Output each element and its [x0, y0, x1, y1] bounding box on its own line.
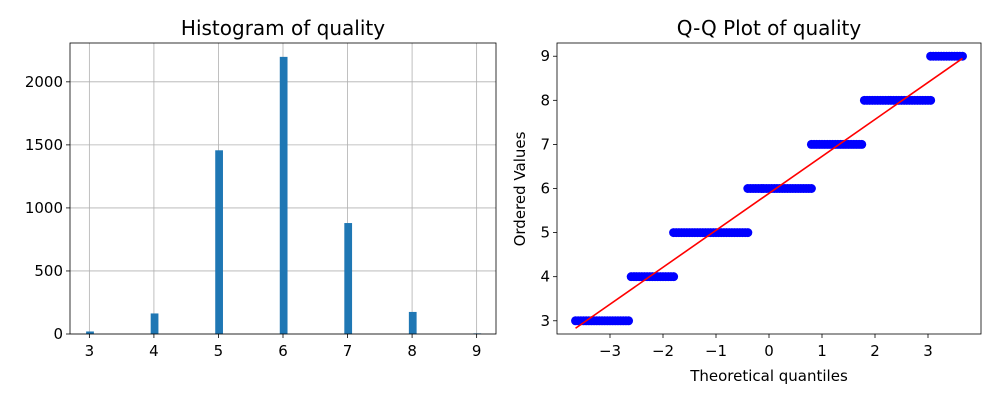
- y-tick-label: 9: [540, 47, 550, 65]
- y-tick-label: 0: [53, 325, 63, 343]
- qq-x-ticks: −3 −2 −1 0 1 2 3: [599, 334, 933, 360]
- qq-point-7: [857, 139, 867, 149]
- qq-chart: Q-Q Plot of quality −3 −2 −1 0 1 2 3 3 4 5 6 7 8 9 T…: [511, 16, 982, 385]
- y-tick-label: 2000: [25, 73, 63, 91]
- qq-x-axis-label: Theoretical quantiles: [689, 367, 848, 385]
- x-tick-label: −2: [652, 342, 674, 360]
- qq-fit-line: [575, 57, 963, 329]
- y-tick-label: 8: [540, 91, 550, 109]
- y-tick-label: 1000: [25, 199, 63, 217]
- x-tick-label: 0: [764, 342, 774, 360]
- x-tick-label: −3: [599, 342, 621, 360]
- x-tick-label: 6: [278, 342, 288, 360]
- histogram-bars: [86, 56, 482, 335]
- histogram-bar-4: [150, 313, 159, 334]
- x-tick-label: −1: [705, 342, 727, 360]
- histogram-y-ticks: 0 500 1000 1500 2000: [25, 73, 70, 343]
- x-tick-label: 3: [85, 342, 95, 360]
- histogram-title: Histogram of quality: [181, 16, 385, 40]
- y-tick-label: 3: [540, 312, 550, 330]
- qq-point-4: [669, 272, 679, 282]
- y-tick-label: 7: [540, 135, 550, 153]
- y-tick-label: 5: [540, 224, 550, 242]
- qq-y-axis-label: Ordered Values: [511, 131, 529, 246]
- histogram-bar-5: [215, 150, 223, 334]
- y-tick-label: 500: [34, 262, 63, 280]
- y-tick-label: 1500: [25, 136, 63, 154]
- x-tick-label: 3: [923, 342, 933, 360]
- qq-point-9: [957, 51, 967, 61]
- qq-reference-line: [575, 57, 963, 329]
- histogram-chart: Histogram of quality 3 4 5 6 7 8 9 0 500 1000 150…: [25, 16, 497, 360]
- x-tick-label: 1: [817, 342, 827, 360]
- x-tick-label: 8: [407, 342, 417, 360]
- histogram-bar-6: [279, 56, 288, 335]
- qq-point-6: [806, 184, 816, 193]
- qq-point-5: [743, 228, 753, 238]
- x-tick-label: 7: [343, 342, 353, 360]
- histogram-x-ticks: 3 4 5 6 7 8 9: [85, 334, 482, 360]
- x-tick-label: 5: [214, 342, 224, 360]
- x-tick-label: 9: [472, 342, 482, 360]
- qq-points: [571, 51, 967, 326]
- histogram-bar-7: [344, 223, 353, 334]
- qq-y-ticks: 3 4 5 6 7 8 9: [540, 47, 557, 330]
- qq-point-8: [926, 95, 936, 105]
- histogram-bar-8: [408, 311, 417, 334]
- x-tick-label: 2: [870, 342, 880, 360]
- qq-title: Q-Q Plot of quality: [677, 16, 862, 40]
- histogram-bar-3: [86, 331, 94, 334]
- y-tick-label: 4: [540, 268, 550, 286]
- qq-point-3: [624, 316, 634, 326]
- x-tick-label: 4: [149, 342, 159, 360]
- y-tick-label: 6: [540, 180, 550, 198]
